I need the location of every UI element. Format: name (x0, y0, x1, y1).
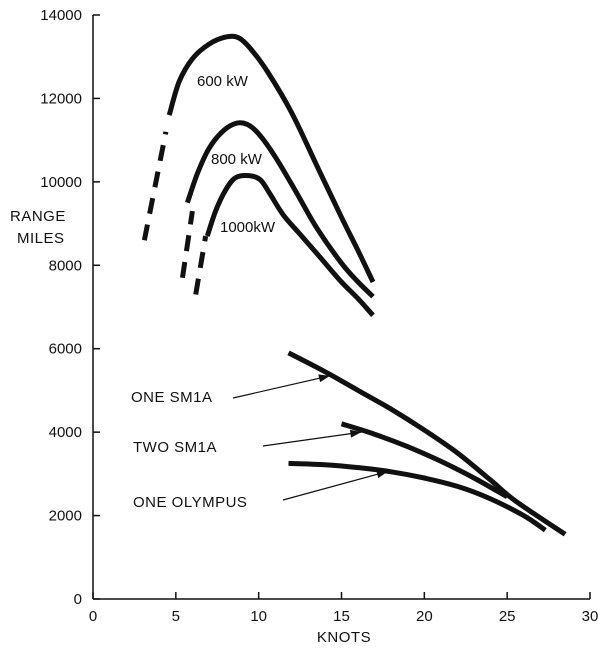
annotation-label: TWO SM1A (133, 439, 217, 456)
annotation-arrow-line (232, 375, 331, 399)
annotation-arrow-head (376, 470, 388, 479)
y-tick-label: 14000 (40, 7, 82, 24)
annotation-layer: ONE SM1A TWO SM1A ONE OLYMPUS (131, 374, 389, 511)
annotation-label: ONE OLYMPUS (133, 494, 247, 511)
series-label: 1000kW (220, 219, 276, 236)
annotation-arrow-head (349, 429, 362, 438)
series-line-1000kw (204, 172, 375, 317)
x-axis-label: KNOTS (317, 629, 371, 646)
dashed-extension-1 (179, 210, 195, 279)
x-tick-label: 20 (416, 608, 433, 625)
y-tick-label: 2000 (49, 508, 82, 525)
series-line-800-kw (185, 120, 375, 299)
x-tick-label: 10 (250, 608, 267, 625)
series-line-one-sm1a (287, 350, 567, 537)
series-line-600-kw (166, 33, 376, 284)
y-tick-label: 4000 (49, 424, 82, 441)
x-tick-label: 0 (89, 608, 97, 625)
x-tick-label: 5 (172, 608, 180, 625)
label-layer: 600 kW 800 kW 1000kW (197, 73, 276, 236)
series-layer (141, 33, 567, 537)
x-tick-label: 25 (499, 608, 516, 625)
y-axis-label-line-2: MILES (17, 230, 65, 247)
annotation-arrow-line (282, 470, 389, 501)
y-tick-label: 6000 (49, 341, 82, 358)
y-tick-label: 8000 (49, 257, 82, 274)
series-dashed-extension-600-kw (141, 131, 169, 241)
annotation-arrow-head (318, 374, 330, 383)
series-label: 600 kW (197, 73, 249, 90)
dashed-extension-2 (193, 235, 209, 295)
annotation-arrow-line (262, 431, 362, 447)
series-line-two-sm1a (340, 421, 509, 499)
series-label: 800 kW (211, 151, 263, 168)
y-axis-label-line-1: RANGE (10, 208, 66, 225)
y-tick-label: 0 (74, 591, 82, 608)
x-tick-label: 30 (582, 608, 598, 625)
y-tick-label: 12000 (40, 90, 82, 107)
x-ticks: 0 5 10 15 20 25 30 (89, 592, 598, 625)
y-tick-label: 10000 (40, 174, 82, 191)
annotation-label: ONE SM1A (131, 389, 213, 406)
y-ticks: 0 2000 4000 6000 8000 10000 12000 14000 (40, 7, 100, 608)
series-line-one-olympus (288, 460, 547, 533)
x-tick-label: 15 (333, 608, 350, 625)
